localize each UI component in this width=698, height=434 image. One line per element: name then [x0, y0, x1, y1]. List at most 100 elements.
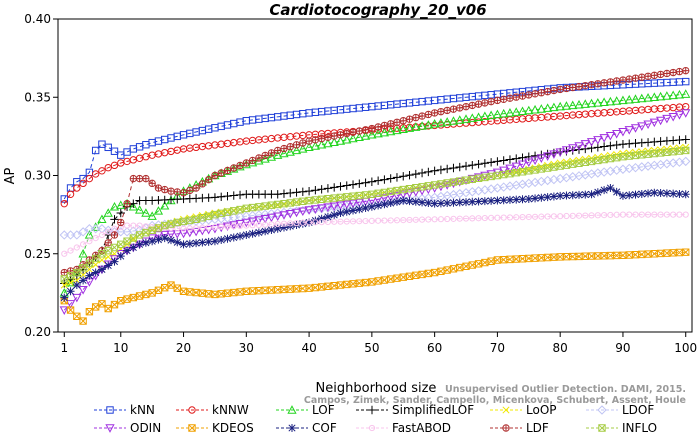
point-cof	[173, 238, 182, 247]
point-ldf	[399, 117, 407, 125]
point-ldf	[361, 126, 370, 134]
point-fastabod	[638, 211, 645, 218]
point-odin	[247, 217, 258, 227]
point-odin	[254, 216, 264, 225]
point-odin	[649, 118, 659, 128]
point-cof	[480, 197, 489, 206]
legend-marker	[502, 406, 510, 414]
point-lof	[153, 206, 164, 215]
point-lof	[392, 125, 402, 135]
point-ldf	[531, 90, 539, 98]
point-fastabod	[412, 216, 419, 223]
legend-marker	[598, 424, 606, 432]
point-odin	[499, 166, 509, 176]
point-cof	[292, 220, 301, 229]
point-ldf	[299, 139, 307, 147]
point-ldf	[217, 169, 225, 177]
point-ldf	[474, 100, 483, 108]
x-axis: 1 10 20 30 40 50 60 70 80 90 100	[60, 332, 697, 355]
point-ldf	[336, 131, 345, 139]
y-tick-label: 0.20	[24, 325, 51, 339]
point-lof	[160, 200, 170, 210]
point-kdeos	[355, 279, 364, 287]
point-inflo	[537, 165, 546, 173]
point-inflo	[638, 151, 646, 159]
point-cof	[141, 238, 150, 247]
point-cof	[97, 265, 106, 274]
point-inflo	[380, 188, 389, 197]
point-fastabod	[349, 218, 357, 225]
point-fastabod	[670, 211, 677, 218]
point-odin	[643, 120, 653, 130]
point-lof	[310, 141, 321, 150]
point-cof	[242, 230, 251, 239]
series-odin	[59, 109, 691, 315]
point-ldf	[286, 143, 294, 151]
point-odin	[386, 193, 396, 202]
point-ldf	[449, 105, 458, 113]
point-ldf	[173, 188, 181, 196]
point-cof	[631, 190, 640, 199]
point-ldf	[110, 231, 119, 239]
point-lof	[455, 115, 465, 124]
point-lof	[141, 208, 151, 217]
point-fastabod	[613, 211, 620, 218]
point-fastabod	[356, 218, 363, 225]
point-inflo	[274, 200, 282, 209]
point-fastabod	[500, 214, 507, 221]
point-inflo	[154, 224, 163, 232]
point-kdeos	[154, 286, 163, 294]
point-lof	[335, 136, 346, 145]
point-fastabod	[619, 211, 627, 218]
point-lof	[128, 201, 138, 211]
point-ldf	[161, 185, 169, 194]
point-kdeos	[393, 274, 401, 282]
point-knnw	[60, 199, 68, 208]
point-cof	[336, 209, 345, 218]
point-cof	[267, 225, 276, 234]
point-kdeos	[311, 283, 320, 292]
point-ldf	[663, 69, 671, 78]
point-inflo	[299, 197, 307, 206]
point-simplifiedlof	[474, 160, 483, 169]
point-ldf	[412, 113, 420, 122]
point-ldf	[211, 171, 219, 180]
point-cof	[518, 195, 527, 204]
point-fastabod	[80, 241, 87, 248]
point-ldf	[562, 84, 571, 93]
point-knn	[142, 141, 150, 149]
point-simplifiedlof	[518, 153, 527, 162]
point-ldf	[305, 137, 313, 145]
point-lof	[103, 208, 113, 217]
point-kdeos	[380, 276, 389, 284]
point-ldf	[418, 112, 426, 120]
legend-label: INFLO	[622, 421, 657, 434]
y-tick-label: 0.35	[24, 90, 51, 104]
point-fastabod	[607, 211, 614, 219]
point-knn	[148, 138, 156, 147]
point-knn	[117, 151, 125, 159]
point-inflo	[142, 228, 150, 237]
point-ldf	[349, 128, 357, 136]
point-fastabod	[575, 212, 583, 219]
point-cof	[154, 235, 163, 244]
point-ldf	[569, 83, 577, 92]
point-inflo	[85, 259, 94, 267]
point-kdeos	[682, 248, 690, 256]
point-lof	[586, 98, 597, 108]
point-lof	[555, 101, 565, 111]
point-fastabod	[249, 222, 256, 229]
point-lof	[536, 104, 546, 113]
point-kdeos	[236, 288, 244, 296]
point-lof	[612, 96, 622, 105]
point-odin	[392, 191, 402, 201]
point-ldf	[493, 96, 502, 104]
point-fastabod	[557, 213, 564, 220]
point-knnw	[104, 163, 112, 172]
point-fastabod	[550, 213, 558, 220]
point-knnw	[110, 161, 119, 170]
point-ldf	[123, 200, 131, 208]
point-cof	[600, 186, 609, 195]
point-simplifiedlof	[342, 181, 351, 190]
point-fastabod	[644, 211, 652, 218]
